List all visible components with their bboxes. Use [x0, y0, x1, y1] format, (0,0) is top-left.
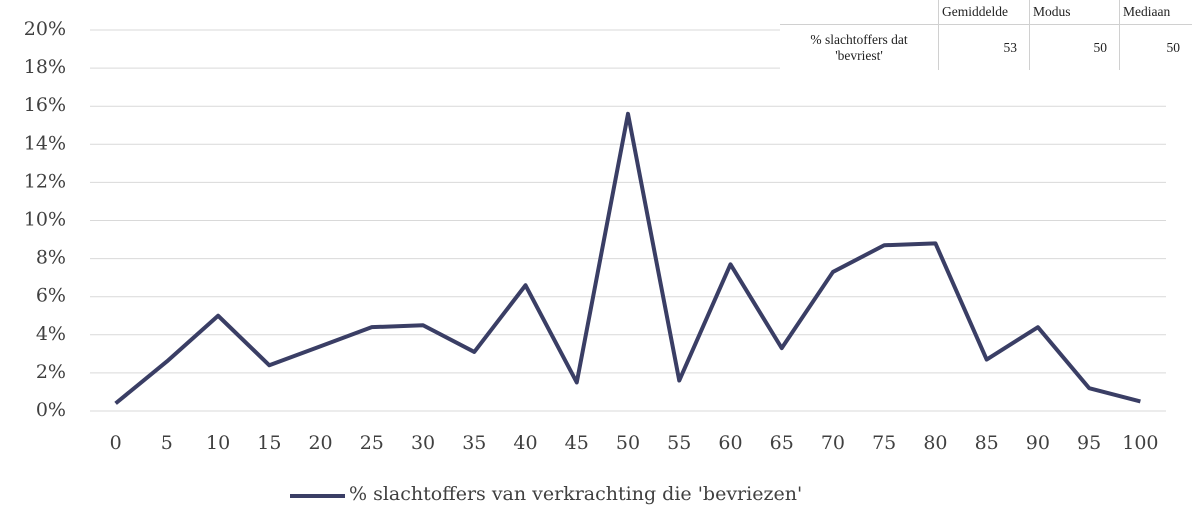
- x-tick-label: 90: [1026, 432, 1050, 454]
- x-tick-label: 70: [821, 432, 845, 454]
- table-cell: 53: [938, 24, 1030, 70]
- x-tick-label: 25: [360, 432, 384, 454]
- x-tick-label: 35: [462, 432, 486, 454]
- y-tick-label: 12%: [24, 170, 66, 192]
- x-tick-label: 40: [513, 432, 537, 454]
- y-tick-label: 8%: [36, 247, 66, 269]
- x-tick-label: 60: [718, 432, 742, 454]
- legend-label: % slachtoffers van verkrachting die 'bev…: [349, 483, 802, 505]
- x-tick-label: 65: [770, 432, 794, 454]
- stats-table: Gemiddelde Modus Mediaan % slachtoffers …: [780, 0, 1192, 70]
- x-tick-label: 10: [206, 432, 230, 454]
- table-corner: [780, 0, 939, 25]
- y-tick-label: 14%: [24, 132, 66, 154]
- y-tick-label: 2%: [36, 361, 66, 383]
- x-tick-label: 45: [565, 432, 589, 454]
- x-tick-label: 55: [667, 432, 691, 454]
- x-tick-label: 85: [975, 432, 999, 454]
- x-tick-label: 30: [411, 432, 435, 454]
- y-tick-label: 10%: [24, 209, 66, 231]
- x-tick-label: 95: [1077, 432, 1101, 454]
- table-row-label: % slachtoffers dat 'bevriest': [780, 24, 939, 70]
- x-tick-label: 75: [872, 432, 896, 454]
- x-tick-label: 15: [257, 432, 281, 454]
- x-tick-label: 100: [1122, 432, 1158, 454]
- x-tick-label: 0: [110, 432, 122, 454]
- table-header: Gemiddelde Modus Mediaan: [780, 0, 1192, 25]
- data-line: [114, 111, 1141, 405]
- table-row: % slachtoffers dat 'bevriest' 53 50 50: [780, 24, 1192, 70]
- table-column-header: Modus: [1029, 0, 1120, 25]
- y-tick-label: 20%: [24, 18, 66, 40]
- x-tick-label: 5: [161, 432, 173, 454]
- table-column-header: Gemiddelde: [938, 0, 1030, 25]
- y-tick-label: 6%: [36, 285, 66, 307]
- x-tick-label: 50: [616, 432, 640, 454]
- y-tick-label: 4%: [36, 323, 66, 345]
- y-tick-label: 0%: [36, 399, 66, 421]
- table-cell: 50: [1119, 24, 1192, 70]
- x-tick-label: 20: [308, 432, 332, 454]
- y-tick-label: 16%: [24, 94, 66, 116]
- x-tick-label: 80: [923, 432, 947, 454]
- table-cell: 50: [1029, 24, 1120, 70]
- y-tick-label: 18%: [24, 56, 66, 78]
- table-column-header: Mediaan: [1119, 0, 1192, 25]
